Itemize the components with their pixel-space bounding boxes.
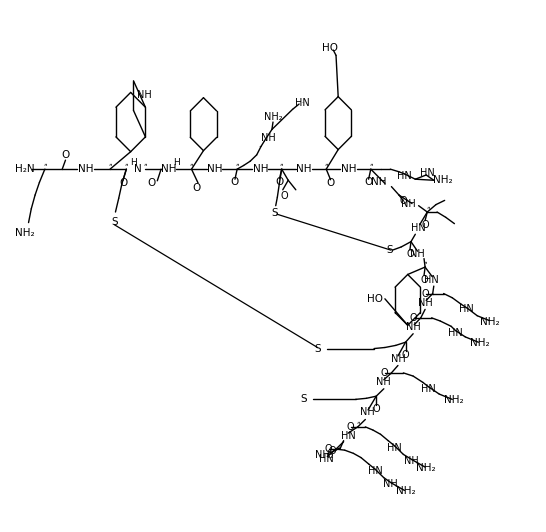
Text: ,,: ,, — [143, 159, 148, 168]
Text: NH: NH — [296, 164, 312, 174]
Text: ,,: ,, — [426, 201, 431, 210]
Text: NH₂: NH₂ — [15, 228, 34, 238]
Text: O: O — [422, 220, 429, 230]
Text: HN: HN — [387, 443, 402, 453]
Text: H: H — [130, 159, 137, 167]
Text: NH: NH — [253, 164, 268, 174]
Text: O: O — [147, 178, 156, 188]
Text: NH: NH — [383, 479, 397, 489]
Text: O: O — [231, 177, 239, 187]
Text: S: S — [272, 207, 278, 218]
Text: O: O — [324, 444, 332, 454]
Text: O: O — [365, 177, 373, 187]
Text: O: O — [380, 368, 388, 378]
Text: ,,: ,, — [124, 159, 129, 168]
Text: NH: NH — [78, 164, 93, 174]
Text: ,,: ,, — [280, 159, 284, 168]
Text: ,,: ,, — [189, 159, 194, 168]
Text: HN: HN — [424, 275, 439, 285]
Text: NH₂: NH₂ — [432, 175, 452, 185]
Text: S: S — [386, 245, 393, 255]
Text: H₂N: H₂N — [15, 164, 34, 174]
Text: NH: NH — [410, 250, 425, 260]
Text: ,,: ,, — [424, 256, 429, 265]
Text: ,,: ,, — [324, 159, 329, 168]
Text: NH: NH — [390, 354, 405, 364]
Text: NH: NH — [403, 456, 418, 466]
Text: O: O — [400, 196, 407, 206]
Text: iml: iml — [302, 103, 305, 104]
Text: O: O — [61, 150, 69, 160]
Text: NH₂: NH₂ — [480, 317, 500, 327]
Text: O: O — [280, 190, 288, 201]
Text: NH₂: NH₂ — [396, 486, 416, 496]
Text: O: O — [410, 313, 417, 323]
Text: NH₂: NH₂ — [264, 112, 282, 122]
Text: NH: NH — [418, 298, 432, 308]
Text: NH: NH — [401, 198, 416, 209]
Text: NH: NH — [360, 407, 375, 417]
Text: NH₂: NH₂ — [443, 395, 463, 405]
Text: NH: NH — [261, 133, 276, 143]
Text: O: O — [422, 288, 429, 298]
Text: O: O — [119, 178, 127, 188]
Text: O: O — [327, 178, 335, 188]
Text: iml: iml — [259, 146, 261, 147]
Text: O: O — [402, 350, 410, 360]
Text: ,,: ,, — [369, 159, 373, 168]
Text: O: O — [193, 182, 201, 193]
Text: HO: HO — [367, 294, 383, 304]
Text: O: O — [275, 177, 283, 187]
Text: HN: HN — [319, 454, 334, 463]
Text: NH: NH — [137, 89, 152, 99]
Text: O: O — [406, 250, 414, 260]
Text: HN: HN — [459, 304, 474, 314]
Text: S: S — [300, 394, 307, 404]
Text: N: N — [134, 164, 142, 174]
Text: HN: HN — [396, 171, 411, 181]
Text: HN: HN — [295, 98, 310, 108]
Text: S: S — [314, 344, 321, 354]
Text: HN: HN — [411, 223, 426, 233]
Text: ,,: ,, — [235, 159, 240, 168]
Text: NH: NH — [406, 322, 420, 332]
Text: HN: HN — [341, 431, 355, 442]
Text: O: O — [420, 275, 428, 285]
Text: NH: NH — [376, 377, 391, 387]
Text: HN: HN — [420, 168, 435, 178]
Text: ,,: ,, — [43, 159, 48, 168]
Text: ,,: ,, — [108, 159, 113, 168]
Text: HN: HN — [368, 467, 383, 476]
Text: O: O — [329, 446, 336, 456]
Text: H: H — [173, 159, 180, 167]
Text: HN: HN — [421, 384, 436, 394]
Text: O: O — [346, 422, 354, 432]
Text: S: S — [111, 217, 118, 227]
Text: NH: NH — [371, 177, 386, 187]
Text: NH: NH — [206, 164, 222, 174]
Text: NH₂: NH₂ — [314, 450, 334, 460]
Text: NH₂: NH₂ — [417, 463, 436, 473]
Text: NH: NH — [161, 164, 176, 174]
Text: O: O — [372, 404, 380, 414]
Text: HN: HN — [448, 328, 463, 338]
Text: ,,: ,, — [357, 416, 361, 425]
Text: HO: HO — [322, 43, 338, 53]
Text: NH: NH — [341, 164, 357, 174]
Text: NH₂: NH₂ — [470, 338, 489, 348]
